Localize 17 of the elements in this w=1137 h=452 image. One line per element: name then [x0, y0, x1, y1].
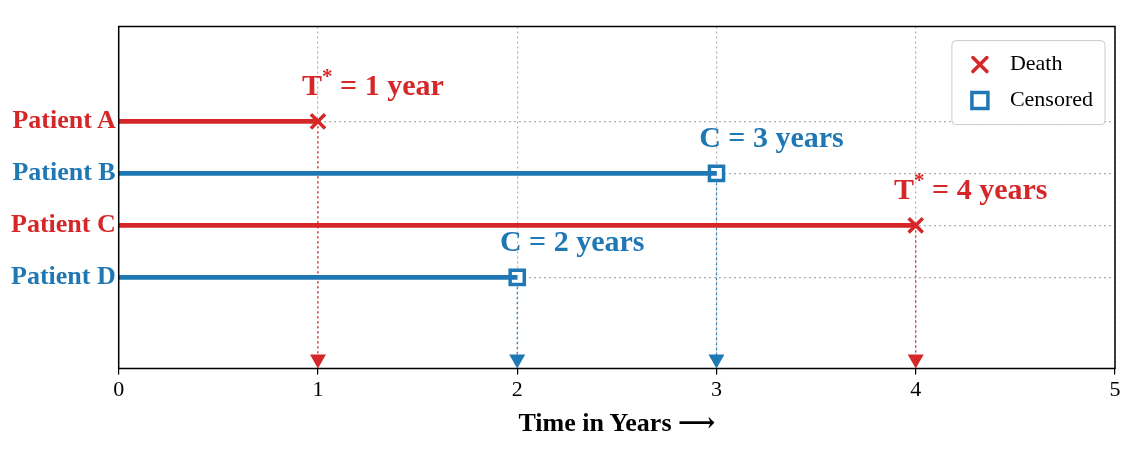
x-tick-label: 3 [710, 376, 722, 402]
y-tick-label: Patient C [11, 209, 116, 239]
y-tick-label: Patient B [12, 157, 116, 187]
x-tick-label: 4 [910, 376, 922, 402]
annotation: T* = 1 year [302, 64, 444, 102]
annotation: C = 2 years [499, 224, 645, 258]
annotation: T* = 4 years [894, 168, 1048, 206]
x-axis-title: Time in Years ⟶ [518, 408, 716, 438]
y-tick-label: Patient A [12, 105, 116, 135]
y-tick-label: Patient D [11, 261, 116, 291]
legend-label: Censored [1009, 86, 1093, 112]
x-tick-label: 0 [113, 376, 125, 402]
x-tick-label: 5 [1109, 376, 1121, 402]
x-tick-label: 2 [511, 376, 523, 402]
x-tick-label: 1 [312, 376, 324, 402]
annotation: C = 3 years [699, 120, 844, 154]
legend-label: Death [1009, 50, 1063, 76]
